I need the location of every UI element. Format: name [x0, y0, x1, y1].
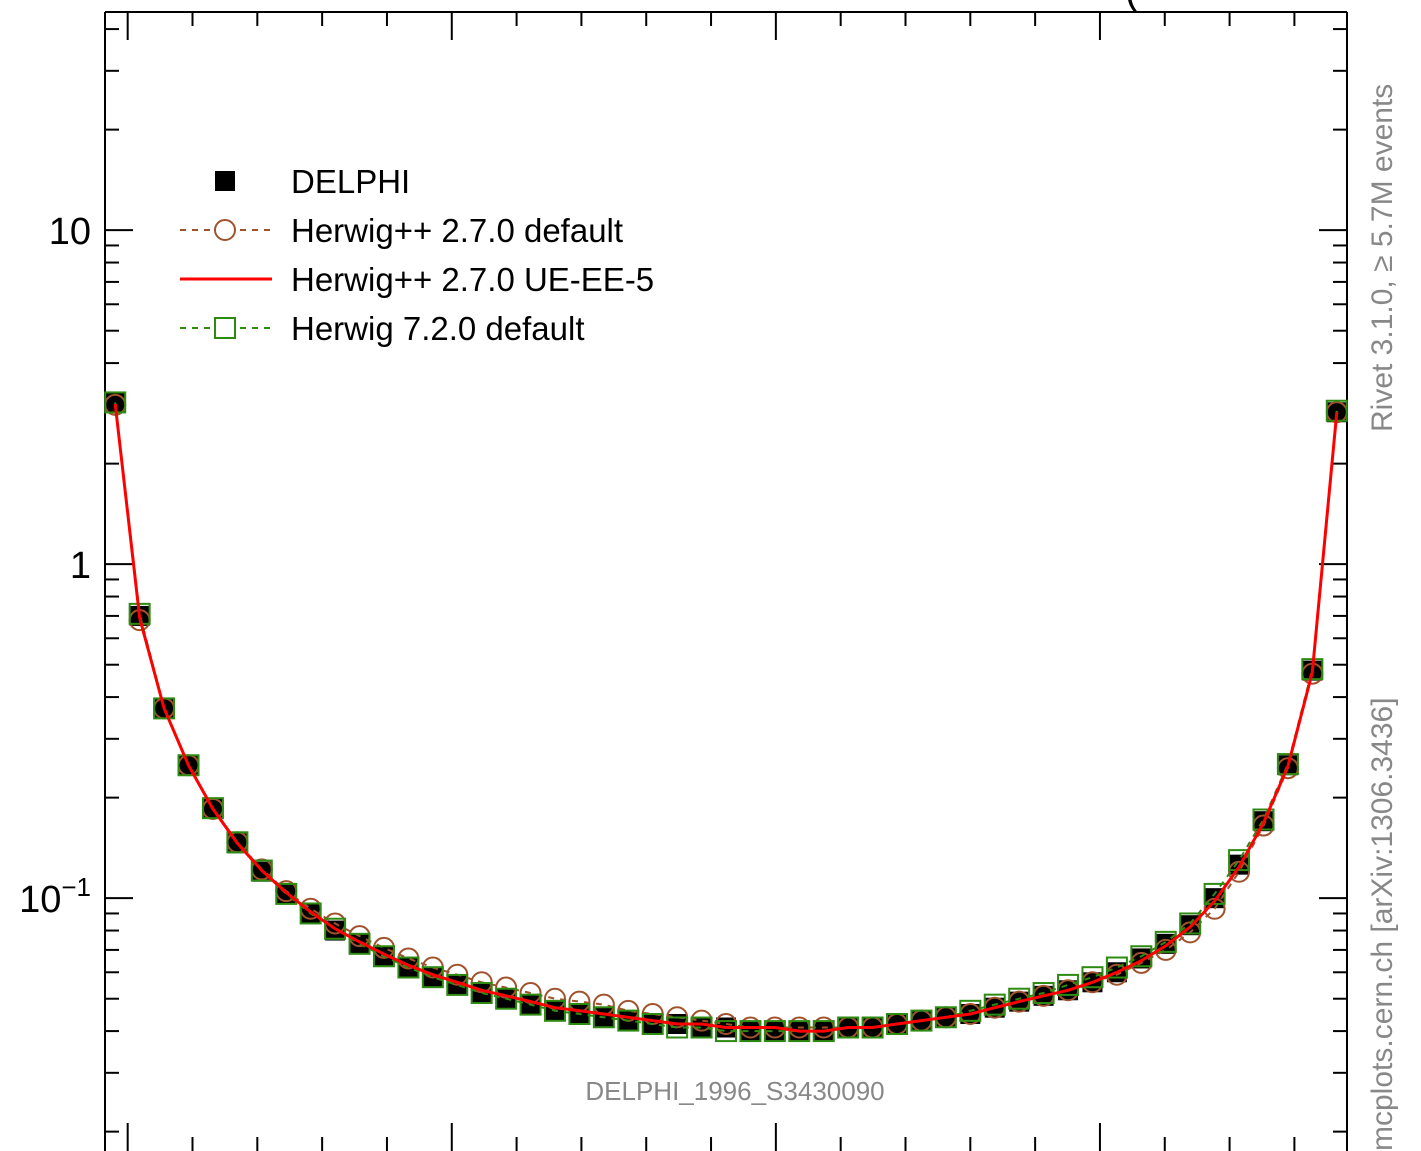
legend-label: Herwig++ 2.7.0 UE-EE-5 [291, 261, 654, 298]
herwig7-point [348, 932, 371, 955]
series-herwigpp-default [104, 393, 1348, 1039]
herwigpp-ueee5-line [113, 403, 1339, 1033]
herwig7-point [275, 882, 298, 905]
herwig7-point [226, 831, 249, 854]
herwigpp-default-line [114, 404, 1338, 1029]
herwig7-point [763, 1020, 786, 1043]
herwig7-point [641, 1013, 664, 1036]
herwig7-point [1057, 973, 1080, 996]
y-tick-label: 10−1 [19, 872, 91, 921]
herwig7-point [1203, 882, 1226, 905]
herwig7-point [617, 1009, 640, 1032]
clipped-title-fragment: ( [1125, 0, 1139, 13]
herwig7-point [1179, 912, 1202, 935]
series-delphi [105, 392, 1347, 1042]
legend-delphi-swatch [215, 171, 235, 191]
herwig7-point [666, 1016, 689, 1039]
herwig7-point [177, 754, 200, 777]
herwig7-point [1154, 930, 1177, 953]
herwig7-point [324, 917, 347, 940]
legend: DELPHI Herwig++ 2.7.0 default Herwig++ 2.7… [180, 163, 654, 347]
y-tick-label: 1 [70, 545, 91, 587]
mcplots-source-label: mcplots.cern.ch [arXiv:1306.3436] [1366, 697, 1399, 1151]
herwig7-point [568, 1003, 591, 1026]
herwig7-point [1276, 753, 1299, 776]
herwig7-point [1228, 849, 1251, 872]
y-tick-label: 10 [49, 211, 91, 253]
series-group [104, 391, 1348, 1043]
legend-label: Herwig 7.2.0 default [291, 310, 585, 347]
herwig7-point [250, 859, 273, 882]
herwig7-point [690, 1016, 713, 1039]
legend-label: DELPHI [291, 163, 410, 200]
herwig7-point [299, 902, 322, 925]
herwig7-point [739, 1020, 762, 1043]
herwig7-point [543, 999, 566, 1022]
analysis-watermark: DELPHI_1996_S3430090 [585, 1076, 884, 1106]
herwig7-point [201, 797, 224, 820]
herwig7-point [153, 697, 176, 720]
legend-circle-swatch [214, 219, 236, 241]
rivet-version-label: Rivet 3.1.0, ≥ 5.7M events [1366, 83, 1399, 432]
legend-square-swatch [214, 317, 236, 339]
herwig7-point [1252, 808, 1275, 831]
herwig7-point [592, 1006, 615, 1029]
herwig7-point [128, 602, 151, 625]
herwig7-point [715, 1020, 737, 1043]
herwigpp-default-point [495, 976, 518, 999]
legend-label: Herwig++ 2.7.0 default [291, 212, 623, 249]
series-herwigpp-ueee5 [113, 403, 1339, 1033]
herwig7-line [114, 402, 1338, 1033]
herwigpp-default-point [1228, 860, 1251, 883]
herwig7-point [372, 945, 395, 968]
plot-frame [104, 11, 1348, 1151]
